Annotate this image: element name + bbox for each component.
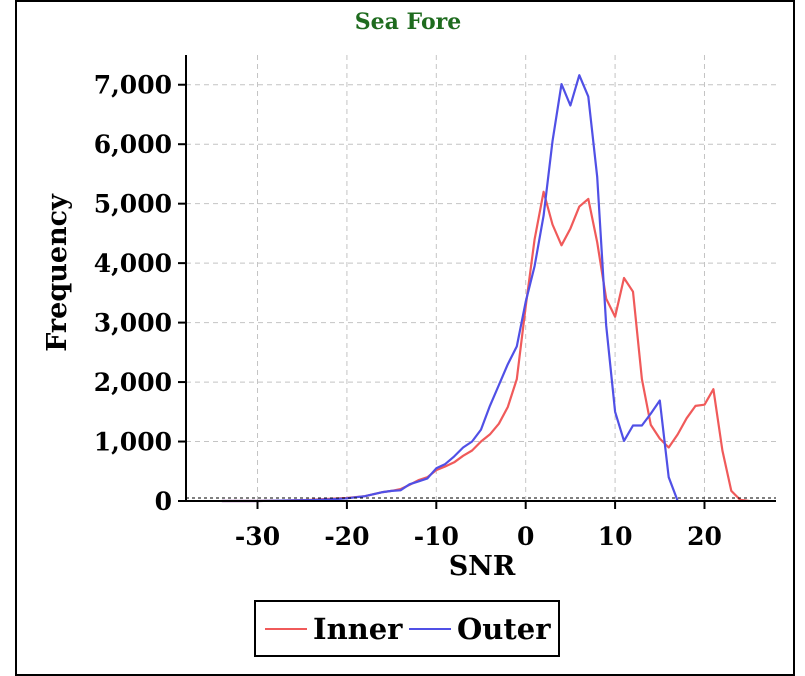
legend-label-inner: Inner [313, 612, 403, 646]
chart-title: Sea Fore [355, 9, 461, 35]
series-line-outer [221, 74, 679, 503]
chart-frame [15, 0, 795, 676]
x-axis-label: SNR [449, 551, 516, 582]
legend: Inner Outer [254, 600, 560, 657]
y-tick-label: 1,000 [94, 428, 172, 457]
legend-label-outer: Outer [457, 612, 551, 646]
y-tick-label: 5,000 [94, 190, 172, 219]
axes [185, 55, 776, 502]
x-tick-label: -30 [235, 522, 280, 551]
chart: Sea Fore -30 -20 -10 0 10 20 0 1,000 2,000 3,000… [42, 9, 776, 657]
y-tick-labels: 0 1,000 2,000 3,000 4,000 5,000 6,000 7,000 [94, 71, 186, 516]
x-tick-label: 20 [687, 522, 722, 551]
y-tick-label: 3,000 [94, 309, 172, 338]
x-tick-label: -10 [414, 522, 459, 551]
series-layer [221, 74, 750, 503]
y-tick-label: 4,000 [94, 249, 172, 278]
x-tick-label: -20 [324, 522, 369, 551]
y-axis-label: Frequency [42, 193, 73, 352]
y-tick-label: 7,000 [94, 71, 172, 100]
y-tick-label: 6,000 [94, 130, 172, 159]
x-tick-label: 10 [598, 522, 633, 551]
x-tick-label: 0 [517, 522, 534, 551]
grid [186, 55, 776, 501]
series-line-inner [221, 190, 750, 503]
y-tick-label: 2,000 [94, 368, 172, 397]
x-tick-labels: -30 -20 -10 0 10 20 [235, 501, 722, 551]
y-tick-label: 0 [155, 487, 172, 516]
